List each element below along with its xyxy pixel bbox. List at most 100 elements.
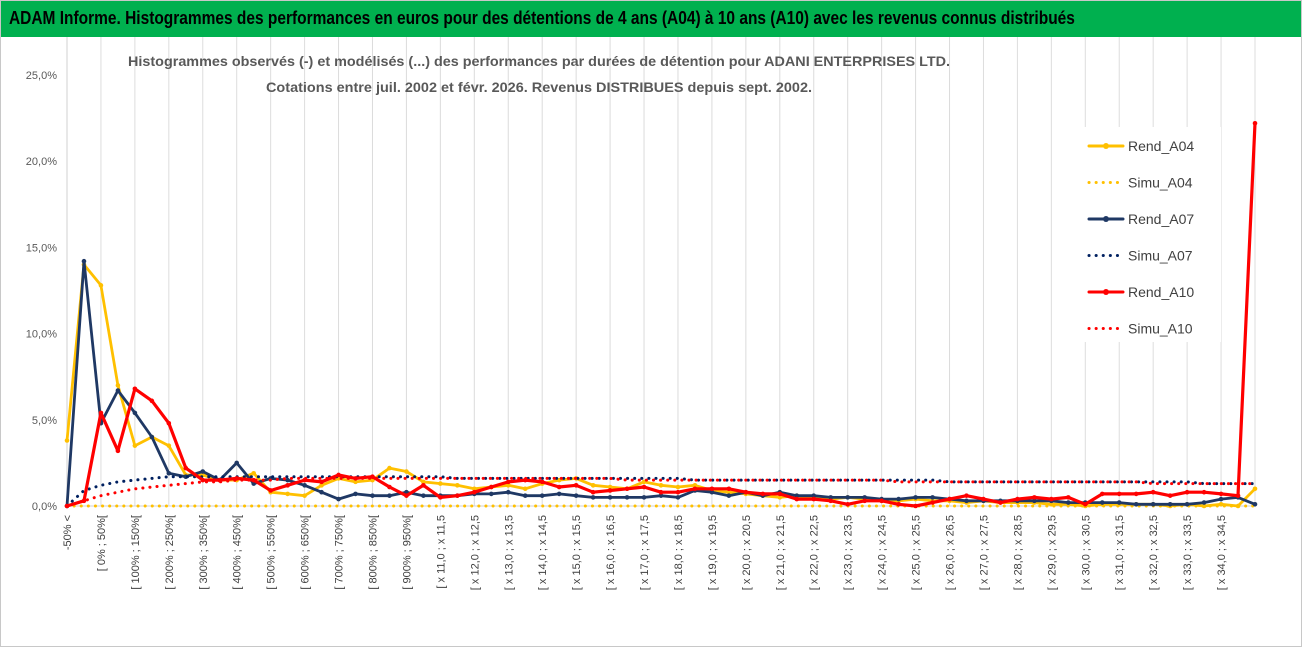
series-Rend_A10 (64, 120, 1258, 509)
data-point (251, 470, 256, 476)
report-title: ADAM Informe. Histogrammes des performan… (9, 8, 1075, 28)
data-point (404, 493, 409, 498)
legend-label: Simu_A04 (1128, 175, 1193, 191)
data-point (862, 495, 867, 500)
data-point (455, 493, 460, 498)
data-point (200, 469, 206, 474)
data-point (472, 489, 477, 495)
data-point (777, 491, 783, 497)
legend-entry-Simu_A10: Simu_A10 (1087, 321, 1193, 337)
data-point (1133, 491, 1139, 497)
data-point (1252, 120, 1258, 126)
x-tick-label: [ x 16,0 ; x 16,5 (605, 515, 617, 590)
data-point (828, 498, 834, 504)
data-point (1184, 501, 1190, 507)
data-point (387, 493, 392, 498)
y-tick-label: 25,0% (26, 70, 57, 82)
data-point (573, 493, 579, 498)
data-point (794, 493, 800, 498)
data-point (505, 483, 511, 488)
data-point (1252, 486, 1258, 492)
data-point (319, 479, 324, 485)
data-point (421, 493, 426, 498)
x-tick-label: [ x 23,0 ; x 23,5 (843, 515, 855, 590)
x-tick-label: [ x 31,0 ; x 31,5 (1114, 515, 1126, 590)
data-point (590, 489, 596, 495)
data-point (1167, 493, 1173, 498)
x-tick-label: [ 800% ; 850%[ (367, 515, 379, 590)
legend-label: Simu_A07 (1128, 248, 1193, 264)
data-point (828, 495, 834, 500)
data-point (658, 483, 664, 488)
data-point (404, 469, 409, 474)
data-point (472, 486, 477, 492)
x-tick-label: [ x 15,0 ; x 15,5 (571, 515, 583, 590)
data-point (675, 495, 681, 500)
data-point (539, 493, 545, 498)
data-point (726, 493, 732, 498)
performance-histogram-chart: 0,0% 5,0% 10,0% 15,0% 20,0% 25,0% -50% < [ 0% … (26, 37, 1258, 590)
x-tick-label: [ x 14,0 ; x 14,5 (537, 515, 549, 590)
data-point (624, 495, 630, 500)
data-point (64, 438, 70, 443)
data-point (624, 486, 630, 492)
data-point (438, 481, 443, 486)
data-point (353, 479, 358, 485)
legend-label: Rend_A07 (1128, 211, 1194, 227)
y-tick-label: 10,0% (26, 329, 57, 341)
legend-entry-Rend_A10: Rend_A10 (1087, 284, 1194, 300)
x-tick-label: [ x 30,0 ; x 30,5 (1080, 515, 1092, 590)
data-point (964, 498, 969, 504)
legend-label: Simu_A10 (1128, 321, 1193, 337)
data-point (1082, 501, 1088, 507)
data-point (811, 493, 817, 498)
series-group (64, 120, 1258, 509)
x-tick-label: [ x 13,0 ; x 13,5 (503, 515, 515, 590)
data-point (726, 489, 732, 495)
data-point (607, 488, 613, 493)
data-point (760, 491, 766, 497)
x-tick-label: [ x 22,0 ; x 22,5 (809, 515, 821, 590)
data-point (438, 495, 443, 500)
x-tick-label: [ 900% ; 950%[ (401, 515, 413, 590)
data-point (1201, 489, 1207, 495)
x-tick-label: [ x 26,0 ; x 26,5 (945, 515, 957, 590)
data-point (1099, 491, 1105, 497)
data-point (947, 496, 952, 502)
data-point (387, 465, 392, 471)
x-tick-label: [ x 20,0 ; x 20,5 (741, 515, 753, 590)
data-point (421, 483, 426, 488)
data-point (488, 491, 494, 497)
data-point (658, 489, 664, 495)
data-point (1116, 491, 1122, 497)
data-point (556, 491, 562, 497)
data-point (743, 489, 749, 495)
data-point (573, 483, 579, 488)
x-tick-label: [ x 18,0 ; x 18,5 (673, 515, 685, 590)
data-point (1218, 491, 1224, 497)
x-tick-label: [ x 33,0 ; x 33,5 (1182, 515, 1194, 590)
data-point (522, 486, 528, 492)
series-line-Simu_A10 (65, 476, 1257, 508)
data-point (607, 484, 613, 490)
data-point (1252, 501, 1258, 507)
legend-entry-Simu_A04: Simu_A04 (1087, 175, 1193, 191)
legend: Rend_A04 Simu_A04 Rend_A07 Simu_A07 Rend_A10… (1087, 138, 1194, 337)
data-point (115, 383, 121, 388)
data-point (709, 489, 715, 495)
data-point (302, 493, 307, 498)
data-point (166, 443, 172, 448)
data-point (777, 495, 783, 500)
data-point (1049, 501, 1054, 507)
x-tick-label: [ 700% ; 750%[ (334, 515, 346, 590)
data-point (998, 500, 1003, 505)
legend-entry-Rend_A04: Rend_A04 (1087, 138, 1194, 154)
data-point (981, 496, 986, 502)
data-point (1099, 500, 1105, 505)
data-point (896, 496, 901, 502)
vertical-gridlines (66, 37, 1256, 507)
data-point (1116, 500, 1122, 505)
data-point (930, 495, 935, 500)
y-tick-label: 20,0% (26, 156, 57, 168)
